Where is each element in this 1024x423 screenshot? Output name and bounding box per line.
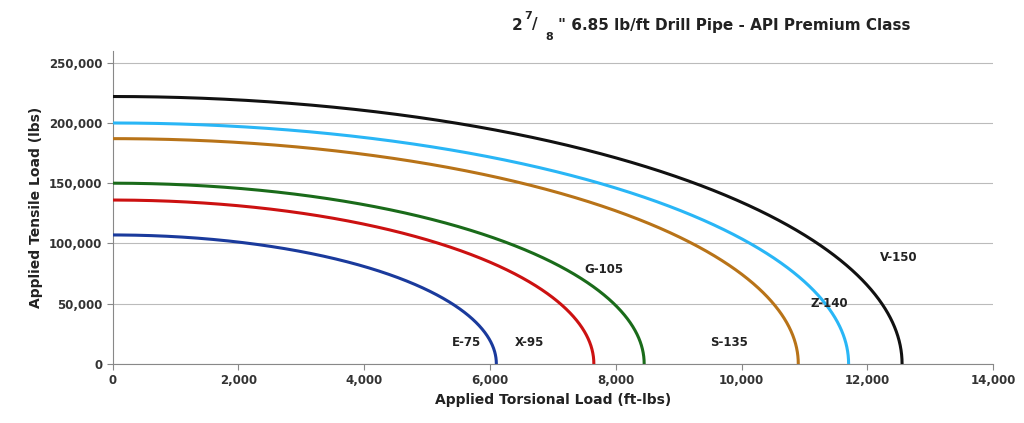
Y-axis label: Applied Tensile Load (lbs): Applied Tensile Load (lbs) <box>29 107 43 308</box>
X-axis label: Applied Torsional Load (ft-lbs): Applied Torsional Load (ft-lbs) <box>435 393 671 407</box>
Text: X-95: X-95 <box>515 335 545 349</box>
Text: S-135: S-135 <box>711 335 749 349</box>
Text: G-105: G-105 <box>585 264 624 276</box>
Text: $\mathbf{2}$: $\mathbf{2}$ <box>511 17 522 33</box>
Text: Z-140: Z-140 <box>811 297 849 310</box>
Text: $\mathbf{7}$: $\mathbf{7}$ <box>524 9 534 21</box>
Text: V-150: V-150 <box>880 251 918 264</box>
Text: " 6.85 lb/ft Drill Pipe - API Premium Class: " 6.85 lb/ft Drill Pipe - API Premium Cl… <box>558 18 910 33</box>
Text: $\mathbf{/}$: $\mathbf{/}$ <box>530 15 539 32</box>
Text: $\mathbf{8}$: $\mathbf{8}$ <box>545 30 554 42</box>
Text: E-75: E-75 <box>453 335 481 349</box>
